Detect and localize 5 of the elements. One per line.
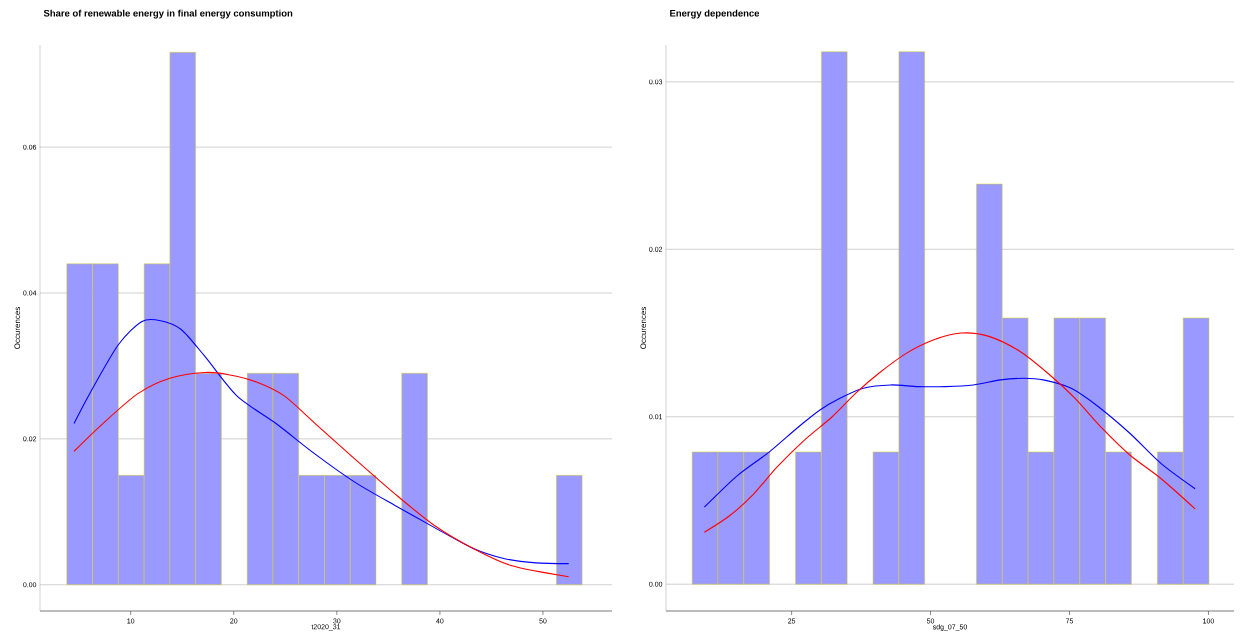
line-series — [703, 377, 1196, 508]
chart-title: Energy dependence — [670, 9, 760, 19]
chart-title: Share of renewable energy in final energy consumption — [43, 9, 293, 19]
line-series — [703, 332, 1196, 533]
line-series — [73, 371, 570, 578]
